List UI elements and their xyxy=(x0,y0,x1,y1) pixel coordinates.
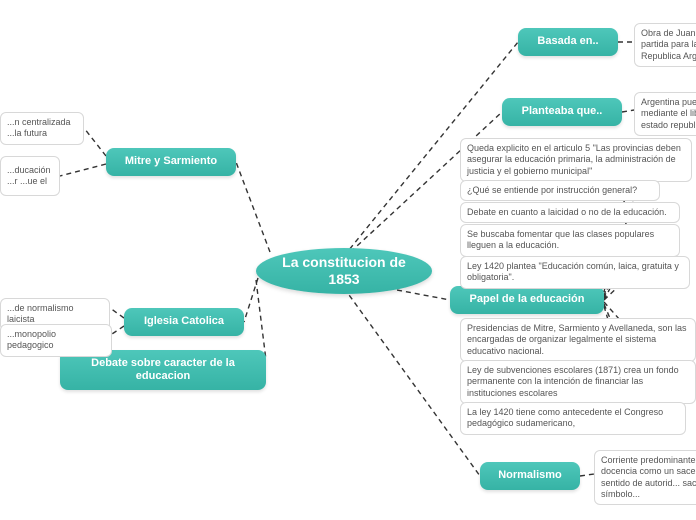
leaf-papel-6: Presidencias de Mitre, Sarmiento y Avell… xyxy=(460,318,696,362)
leaf-papel-2: ¿Qué se entiende por instrucción general… xyxy=(460,180,660,201)
leaf-papel-4: Se buscaba fomentar que las clases popul… xyxy=(460,224,680,257)
leaf-normalismo: Corriente predominante de l... la docenc… xyxy=(594,450,696,505)
leaf-basada: Obra de Juan Bautista Alberdi "... parti… xyxy=(634,23,696,67)
branch-papel[interactable]: Papel de la educación xyxy=(450,286,604,314)
leaf-mitre-2: ...ducación ...r ...ue el xyxy=(0,156,60,196)
leaf-planteaba: Argentina puede ser un... mediante el li… xyxy=(634,92,696,136)
branch-planteaba[interactable]: Planteaba que.. xyxy=(502,98,622,126)
leaf-iglesia-2: ...monopolio pedagogico xyxy=(0,324,112,357)
leaf-papel-1: Queda explicito en el articulo 5 "Las pr… xyxy=(460,138,692,182)
leaf-mitre-1: ...n centralizada ...la futura xyxy=(0,112,84,145)
center-node[interactable]: La constitucion de 1853 xyxy=(256,248,432,294)
branch-basada[interactable]: Basada en.. xyxy=(518,28,618,56)
leaf-papel-7: Ley de subvenciones escolares (1871) cre… xyxy=(460,360,696,404)
branch-normalismo[interactable]: Normalismo xyxy=(480,462,580,490)
leaf-papel-5: Ley 1420 plantea "Educación común, laica… xyxy=(460,256,690,289)
leaf-papel-3: Debate en cuanto a laicidad o no de la e… xyxy=(460,202,680,223)
leaf-papel-8: La ley 1420 tiene como antecedente el Co… xyxy=(460,402,686,435)
branch-mitre[interactable]: Mitre y Sarmiento xyxy=(106,148,236,176)
branch-iglesia[interactable]: Iglesia Catolica xyxy=(124,308,244,336)
